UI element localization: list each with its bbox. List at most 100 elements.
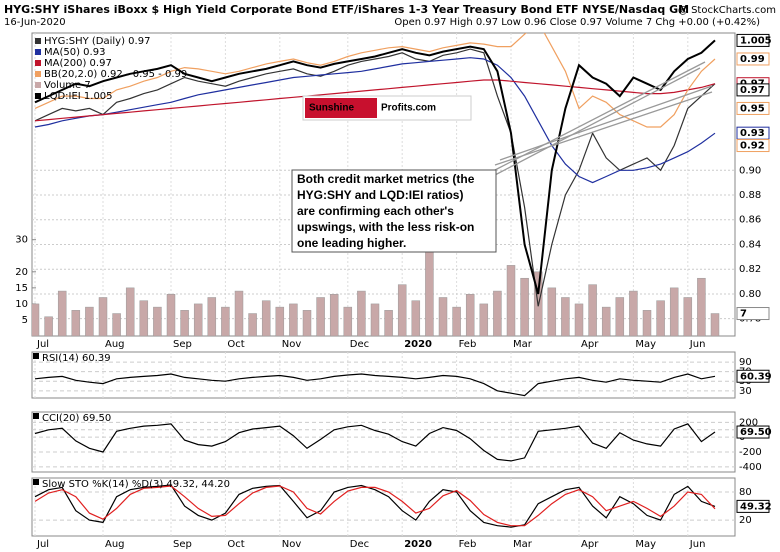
value-tag-label: 1.005 — [740, 35, 772, 46]
x-tick-label: Jul — [36, 539, 49, 550]
panel-label: RSI(14) 60.39 — [42, 353, 111, 364]
annotation-text: one leading higher. — [297, 236, 406, 250]
volume-bar — [44, 316, 53, 336]
volume-bar — [669, 287, 679, 336]
volume-bar — [302, 310, 312, 336]
x-tick-label: Feb — [459, 339, 477, 350]
value-tag-label: 7 — [740, 309, 747, 320]
legend-swatch — [35, 82, 41, 88]
panel-label-bg — [33, 413, 39, 419]
volume-bar — [343, 306, 353, 336]
x-tick-label: Mar — [513, 539, 533, 550]
volume-bar — [57, 290, 67, 336]
volume-bar — [479, 303, 489, 336]
volume-bar — [465, 294, 475, 336]
volume-bar — [248, 313, 257, 336]
volume-bar — [289, 303, 298, 336]
chart-title: HYG:SHY iShares iBoxx $ High Yield Corpo… — [4, 3, 689, 16]
logo-text: Sunshine — [309, 103, 354, 114]
value-tag-label: 0.92 — [740, 141, 765, 152]
volume-bar — [357, 290, 366, 336]
annotation-text: HYG:SHY and LQD:IEI ratios) — [297, 188, 463, 202]
value-tag — [736, 307, 770, 321]
quote: Open 0.97 High 0.97 Low 0.96 Close 0.97 … — [394, 17, 760, 28]
y2-tick-label: 5 — [22, 315, 28, 326]
series-line — [34, 423, 716, 462]
date: 16-Jun-2020 — [4, 17, 66, 28]
legend-entry: MA(200) 0.97 — [44, 58, 112, 69]
value-tag — [736, 33, 770, 47]
series-line — [34, 79, 716, 122]
plot-area — [34, 423, 716, 462]
volume-bar — [85, 306, 94, 336]
value-tag-label: 60.39 — [740, 371, 772, 382]
y-tick-label: 90 — [739, 357, 752, 368]
series-line — [34, 373, 716, 397]
value-tag-label: 0.93 — [740, 128, 765, 139]
volume-bar — [683, 297, 693, 336]
volume-bar — [384, 310, 393, 336]
volume-bar — [316, 297, 325, 336]
x-tick-label: 2020 — [404, 339, 432, 350]
x-tick-label: Feb — [459, 539, 477, 550]
trend-line — [494, 67, 701, 176]
x-tick-label: Apr — [581, 339, 599, 350]
y-tick-label: 0.86 — [739, 215, 761, 226]
volume-bar — [32, 303, 40, 336]
legend-swatch — [35, 71, 41, 77]
trend-line — [494, 61, 706, 171]
annotation-text: are confirming each other's — [297, 204, 454, 218]
volume-bar — [275, 306, 285, 336]
volume-bar — [642, 310, 652, 336]
volume-bar — [234, 290, 244, 336]
y-tick-label: 0.82 — [739, 264, 761, 275]
value-tag — [736, 425, 770, 439]
trend-line — [494, 91, 713, 166]
volume-bar — [370, 303, 380, 336]
x-tick-label: Nov — [282, 539, 302, 550]
volume-bar — [547, 287, 557, 336]
x-tick-label: Oct — [227, 539, 244, 550]
x-tick-label: Oct — [227, 339, 244, 350]
value-tag — [736, 83, 770, 97]
value-tag — [736, 499, 770, 513]
panel-label-bg — [33, 479, 39, 485]
volume-bar — [261, 300, 271, 336]
plot-area — [34, 484, 716, 528]
legend-entry: MA(50) 0.93 — [44, 47, 105, 58]
y-tick-label: 0.80 — [739, 289, 761, 300]
annotation-box — [291, 169, 497, 253]
volume-bar — [452, 306, 461, 336]
volume-bar — [125, 287, 135, 336]
value-tag-label: 0.95 — [740, 103, 765, 114]
volume-bar — [221, 306, 230, 336]
x-tick-label: Sep — [173, 539, 192, 550]
y2-tick-label: 10 — [15, 299, 28, 310]
y-tick-label: 80 — [739, 487, 752, 498]
volume-bar — [425, 245, 434, 336]
series-line — [34, 57, 716, 184]
trend-line — [499, 85, 713, 161]
x-tick-label: Jun — [689, 339, 706, 350]
value-tag-label: 0.99 — [740, 54, 765, 65]
volume-bar — [615, 297, 625, 336]
volume-bar — [98, 297, 108, 336]
series-line — [34, 48, 716, 307]
x-tick-label: Aug — [105, 339, 125, 350]
volume-bar — [112, 313, 121, 336]
volume-bar — [697, 277, 706, 336]
annotation-text: upswings, with the less risk-on — [297, 220, 474, 234]
panel-label: CCI(20) 69.50 — [42, 413, 111, 424]
volume-bar — [710, 313, 720, 336]
volume-bar — [207, 297, 217, 336]
x-tick-label: May — [635, 339, 656, 350]
y-tick-label: 20 — [739, 515, 752, 526]
volume-bar — [166, 294, 176, 336]
volume-bar — [629, 290, 638, 336]
volume-bar — [574, 303, 584, 336]
y2-tick-label: 20 — [15, 267, 28, 278]
panel-frame — [31, 411, 736, 473]
volume-bar — [561, 297, 570, 336]
legend-swatch — [35, 93, 41, 99]
